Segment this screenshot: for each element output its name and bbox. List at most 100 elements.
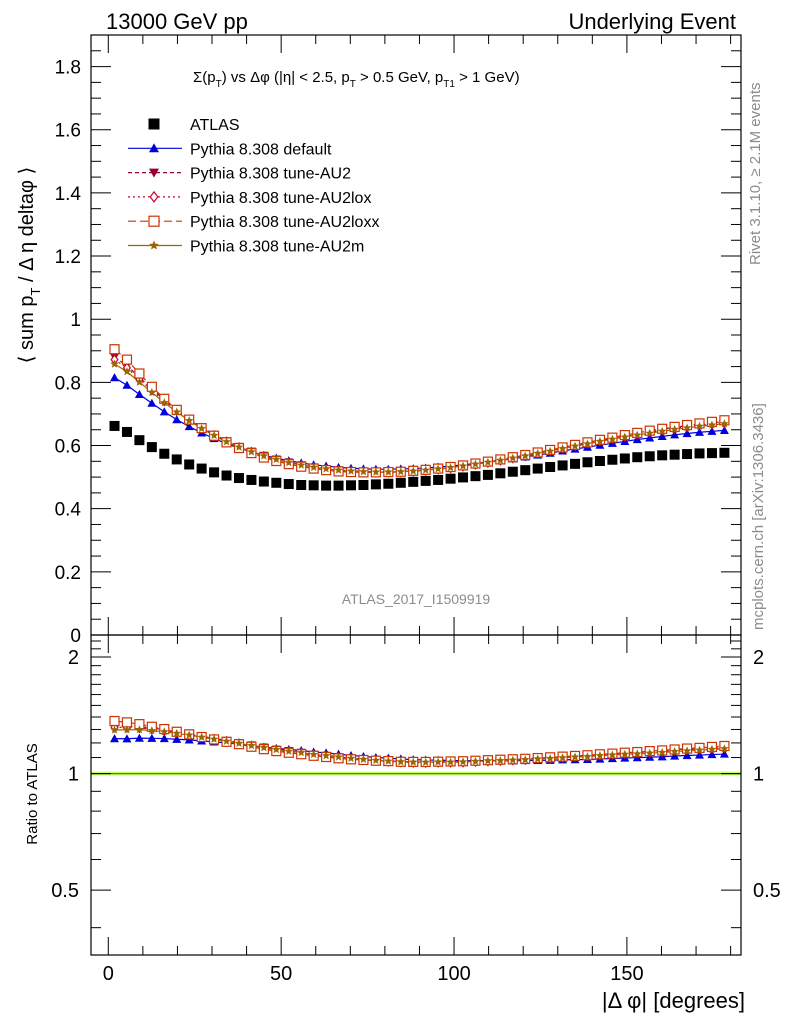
legend-marker — [149, 240, 159, 250]
ratio-point-Pythia 8.308 tune-AU2m — [545, 753, 555, 763]
ratio-y-tick-label-right: 2 — [753, 647, 764, 669]
ratio-point-Pythia 8.308 tune-AU2m — [570, 752, 580, 761]
main-y-tick-label: 0.6 — [55, 437, 81, 458]
data-point-ATLAS — [433, 474, 444, 485]
ratio-point-Pythia 8.308 tune-AU2m — [620, 749, 630, 758]
ratio-y-axis-label: Ratio to ATLAS — [24, 743, 41, 844]
data-point-Pythia 8.308 default — [184, 422, 194, 431]
title-sub-a: T — [216, 79, 222, 90]
ylabel-sub: T — [28, 287, 43, 295]
x-tick-label: 100 — [437, 963, 470, 985]
data-point-Pythia 8.308 tune-AU2m — [222, 437, 231, 446]
data-point-ATLAS — [308, 480, 319, 491]
data-point-Pythia 8.308 tune-AU2m — [471, 459, 480, 468]
data-point-Pythia 8.308 tune-AU2m — [234, 442, 244, 451]
data-point-Pythia 8.308 tune-AU2m — [359, 467, 368, 476]
data-point-ATLAS — [196, 463, 207, 474]
main-title: Σ(pT) vs Δφ (|η| < 2.5, pT > 0.5 GeV, pT… — [193, 69, 520, 90]
ratio-point-Pythia 8.308 tune-AU2m — [334, 752, 343, 761]
ratio-point-Pythia 8.308 tune-AU2m — [595, 751, 605, 760]
data-point-Pythia 8.308 tune-AU2m — [595, 436, 605, 446]
data-point-ATLAS — [370, 479, 381, 490]
x-tick-label: 150 — [610, 963, 643, 985]
mcplots-label: mcplots.cern.ch [arXiv:1306.3436] — [750, 403, 767, 630]
data-point-Pythia 8.308 tune-AU2m — [184, 416, 194, 425]
data-point-ATLAS — [607, 454, 618, 465]
legend-entry: Pythia 8.308 tune-AU2lox — [128, 190, 371, 207]
ratio-point-Pythia 8.308 tune-AU2m — [384, 756, 393, 765]
data-point-ATLAS — [283, 479, 294, 490]
ratio-point-Pythia 8.308 tune-AU2m — [234, 738, 244, 747]
main-y-axis: 0 0.2 0.4 0.6 0.8 1 1.2 1.4 1.6 1.8 — [55, 50, 741, 647]
title-part-b: ) vs Δφ (|η| < 2.5, p — [222, 69, 350, 86]
data-point-ATLAS — [594, 456, 605, 466]
data-point-Pythia 8.308 tune-AU2m — [583, 439, 592, 448]
data-point-ATLAS — [321, 480, 332, 491]
legend-entry: Pythia 8.308 tune-AU2loxx — [128, 214, 379, 231]
data-point-ATLAS — [383, 478, 394, 489]
data-point-Pythia 8.308 default — [719, 425, 729, 434]
ratio-point-Pythia 8.308 tune-AU2m — [720, 744, 729, 753]
data-point-ATLAS — [408, 476, 419, 487]
ratio-point-Pythia 8.308 tune-AU2m — [160, 727, 169, 736]
data-point-ATLAS — [258, 476, 269, 487]
data-point-Pythia 8.308 default — [134, 389, 144, 398]
main-x-ticks — [107, 35, 732, 635]
ratio-point-Pythia 8.308 tune-AU2m — [222, 736, 231, 745]
data-point-Pythia 8.308 default — [172, 415, 182, 424]
data-point-ATLAS — [246, 474, 257, 485]
data-point-Pythia 8.308 tune-AU2m — [558, 444, 567, 453]
ratio-point-Pythia 8.308 tune-AU2m — [670, 747, 679, 756]
ratio-point-Pythia 8.308 tune-AU2m — [520, 755, 530, 764]
legend-label: Pythia 8.308 tune-AU2loxx — [190, 214, 379, 231]
data-point-Pythia 8.308 default — [682, 429, 692, 438]
data-point-Pythia 8.308 tune-AU2m — [147, 387, 157, 397]
rivet-version-label: Rivet 3.1.10, ≥ 2.1M events — [747, 83, 764, 266]
ratio-y-tick-label-right: 0.5 — [753, 880, 781, 902]
data-point-ATLAS — [619, 453, 630, 464]
ratio-point-Pythia 8.308 tune-AU2m — [496, 756, 505, 765]
main-series-layer — [109, 344, 730, 491]
analysis-watermark: ATLAS_2017_I1509919 — [342, 591, 491, 607]
title-part-a: Σ(p — [193, 69, 216, 86]
data-point-ATLAS — [669, 449, 680, 460]
data-point-Pythia 8.308 tune-AU2m — [272, 454, 281, 464]
legend-marker — [148, 118, 160, 130]
ratio-point-Pythia 8.308 tune-AU2m — [284, 746, 294, 755]
data-point-Pythia 8.308 default — [695, 427, 705, 436]
legend-label: Pythia 8.308 default — [190, 141, 332, 158]
data-point-Pythia 8.308 tune-AU2m — [259, 451, 269, 460]
data-point-ATLAS — [719, 447, 730, 458]
legend-marker — [149, 168, 159, 178]
ratio-point-Pythia 8.308 tune-AU2m — [321, 751, 331, 760]
legend-marker — [148, 215, 160, 227]
ratio-point-Pythia 8.308 tune-AU2m — [172, 728, 182, 738]
ratio-point-Pythia 8.308 default — [719, 749, 729, 758]
ratio-point-Pythia 8.308 default — [110, 734, 120, 743]
ratio-point-Pythia 8.308 tune-AU2m — [645, 748, 654, 757]
data-point-ATLAS — [507, 466, 518, 477]
data-point-Pythia 8.308 tune-AU2m — [483, 457, 493, 466]
data-point-ATLAS — [482, 469, 493, 480]
ratio-point-Pythia 8.308 tune-AU2m — [707, 744, 717, 754]
ratio-point-Pythia 8.308 tune-AU2m — [421, 757, 430, 766]
x-tick-label: 50 — [270, 963, 292, 985]
data-point-Pythia 8.308 default — [110, 373, 120, 382]
ratio-point-Pythia 8.308 tune-AU2m — [458, 757, 468, 766]
data-point-Pythia 8.308 tune-AU2loxx — [134, 368, 145, 379]
ratio-point-Pythia 8.308 tune-AU2m — [135, 725, 144, 734]
data-point-Pythia 8.308 tune-AU2m — [408, 466, 418, 475]
ratio-point-Pythia 8.308 tune-AU2m — [272, 745, 281, 754]
data-point-Pythia 8.308 tune-AU2m — [110, 359, 119, 368]
data-point-ATLAS — [532, 463, 543, 474]
main-panel: 0 0.2 0.4 0.6 0.8 1 1.2 1.4 1.6 1.8 — [55, 34, 742, 647]
data-point-ATLAS — [545, 462, 556, 472]
ratio-point-Pythia 8.308 tune-AU2m — [608, 750, 617, 759]
legend-label: Pythia 8.308 tune-AU2 — [190, 166, 351, 183]
data-point-ATLAS — [445, 473, 456, 484]
main-y-tick-label: 1.8 — [55, 58, 81, 79]
data-point-ATLAS — [121, 426, 132, 437]
data-point-Pythia 8.308 default — [122, 380, 132, 389]
ratio-point-Pythia 8.308 tune-AU2m — [471, 756, 480, 765]
